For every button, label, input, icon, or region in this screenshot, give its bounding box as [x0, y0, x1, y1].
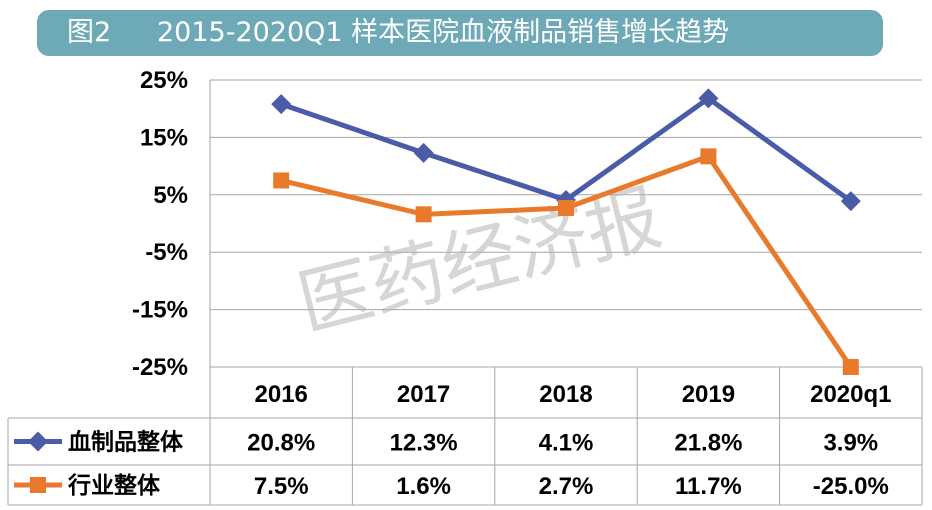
data-point-square: [415, 206, 432, 223]
series-lines: [271, 88, 861, 375]
table-value-cell: 1.6%: [396, 473, 451, 500]
table-value-cell: 20.8%: [247, 430, 315, 457]
data-point-square: [700, 148, 717, 165]
y-tick-label: 5%: [153, 182, 188, 209]
series-line-1: [280, 95, 853, 204]
chart-title-bar: 图2 2015-2020Q1 样本医院血液制品销售增长趋势: [37, 10, 883, 56]
x-category-label: 2019: [682, 381, 735, 408]
chart-title: 2015-2020Q1 样本医院血液制品销售增长趋势: [157, 17, 730, 48]
watermark-text: 医药经济报: [290, 175, 670, 348]
figure-label: 图2: [67, 17, 112, 48]
y-tick-label: -25%: [132, 354, 188, 381]
data-point-square: [842, 359, 859, 375]
data-point-diamond: [840, 191, 861, 212]
x-category-label: 2018: [539, 381, 592, 408]
table-value-cell: 11.7%: [675, 473, 742, 500]
data-table: 2016 2017 2018 2019 2020q1 血制品整体 20.8% 12.3% 4.1…: [7, 366, 923, 506]
legend-label-1: 血制品整体: [68, 429, 184, 456]
legend-marker-square: [30, 477, 46, 493]
data-point-diamond: [698, 88, 719, 109]
table-value-cell: 21.8%: [674, 430, 742, 457]
data-point-diamond: [413, 142, 434, 163]
table-value-cell: 7.5%: [254, 473, 309, 500]
table-value-cell: 3.9%: [823, 430, 878, 457]
table-value-cell: -25.0%: [813, 473, 889, 500]
y-tick-label: -15%: [132, 297, 188, 324]
x-category-label: 2016: [255, 381, 308, 408]
y-axis-tick-labels: 25% 15% 5% -5% -15% -25%: [132, 67, 188, 381]
table-value-cell: 12.3%: [390, 430, 458, 457]
table-value-cell: 2.7%: [539, 473, 594, 500]
x-category-label: 2017: [397, 381, 450, 408]
legend-label-2: 行业整体: [67, 472, 161, 499]
x-category-label: 2020q1: [810, 381, 891, 408]
data-point-square: [273, 172, 290, 189]
data-point-diamond: [271, 94, 292, 115]
table-value-cell: 4.1%: [539, 430, 594, 457]
y-tick-label: -5%: [145, 239, 188, 266]
y-tick-label: 25%: [140, 67, 188, 94]
data-point-square: [558, 200, 574, 217]
y-tick-label: 15%: [140, 124, 188, 151]
legend-marker-diamond: [28, 431, 48, 452]
